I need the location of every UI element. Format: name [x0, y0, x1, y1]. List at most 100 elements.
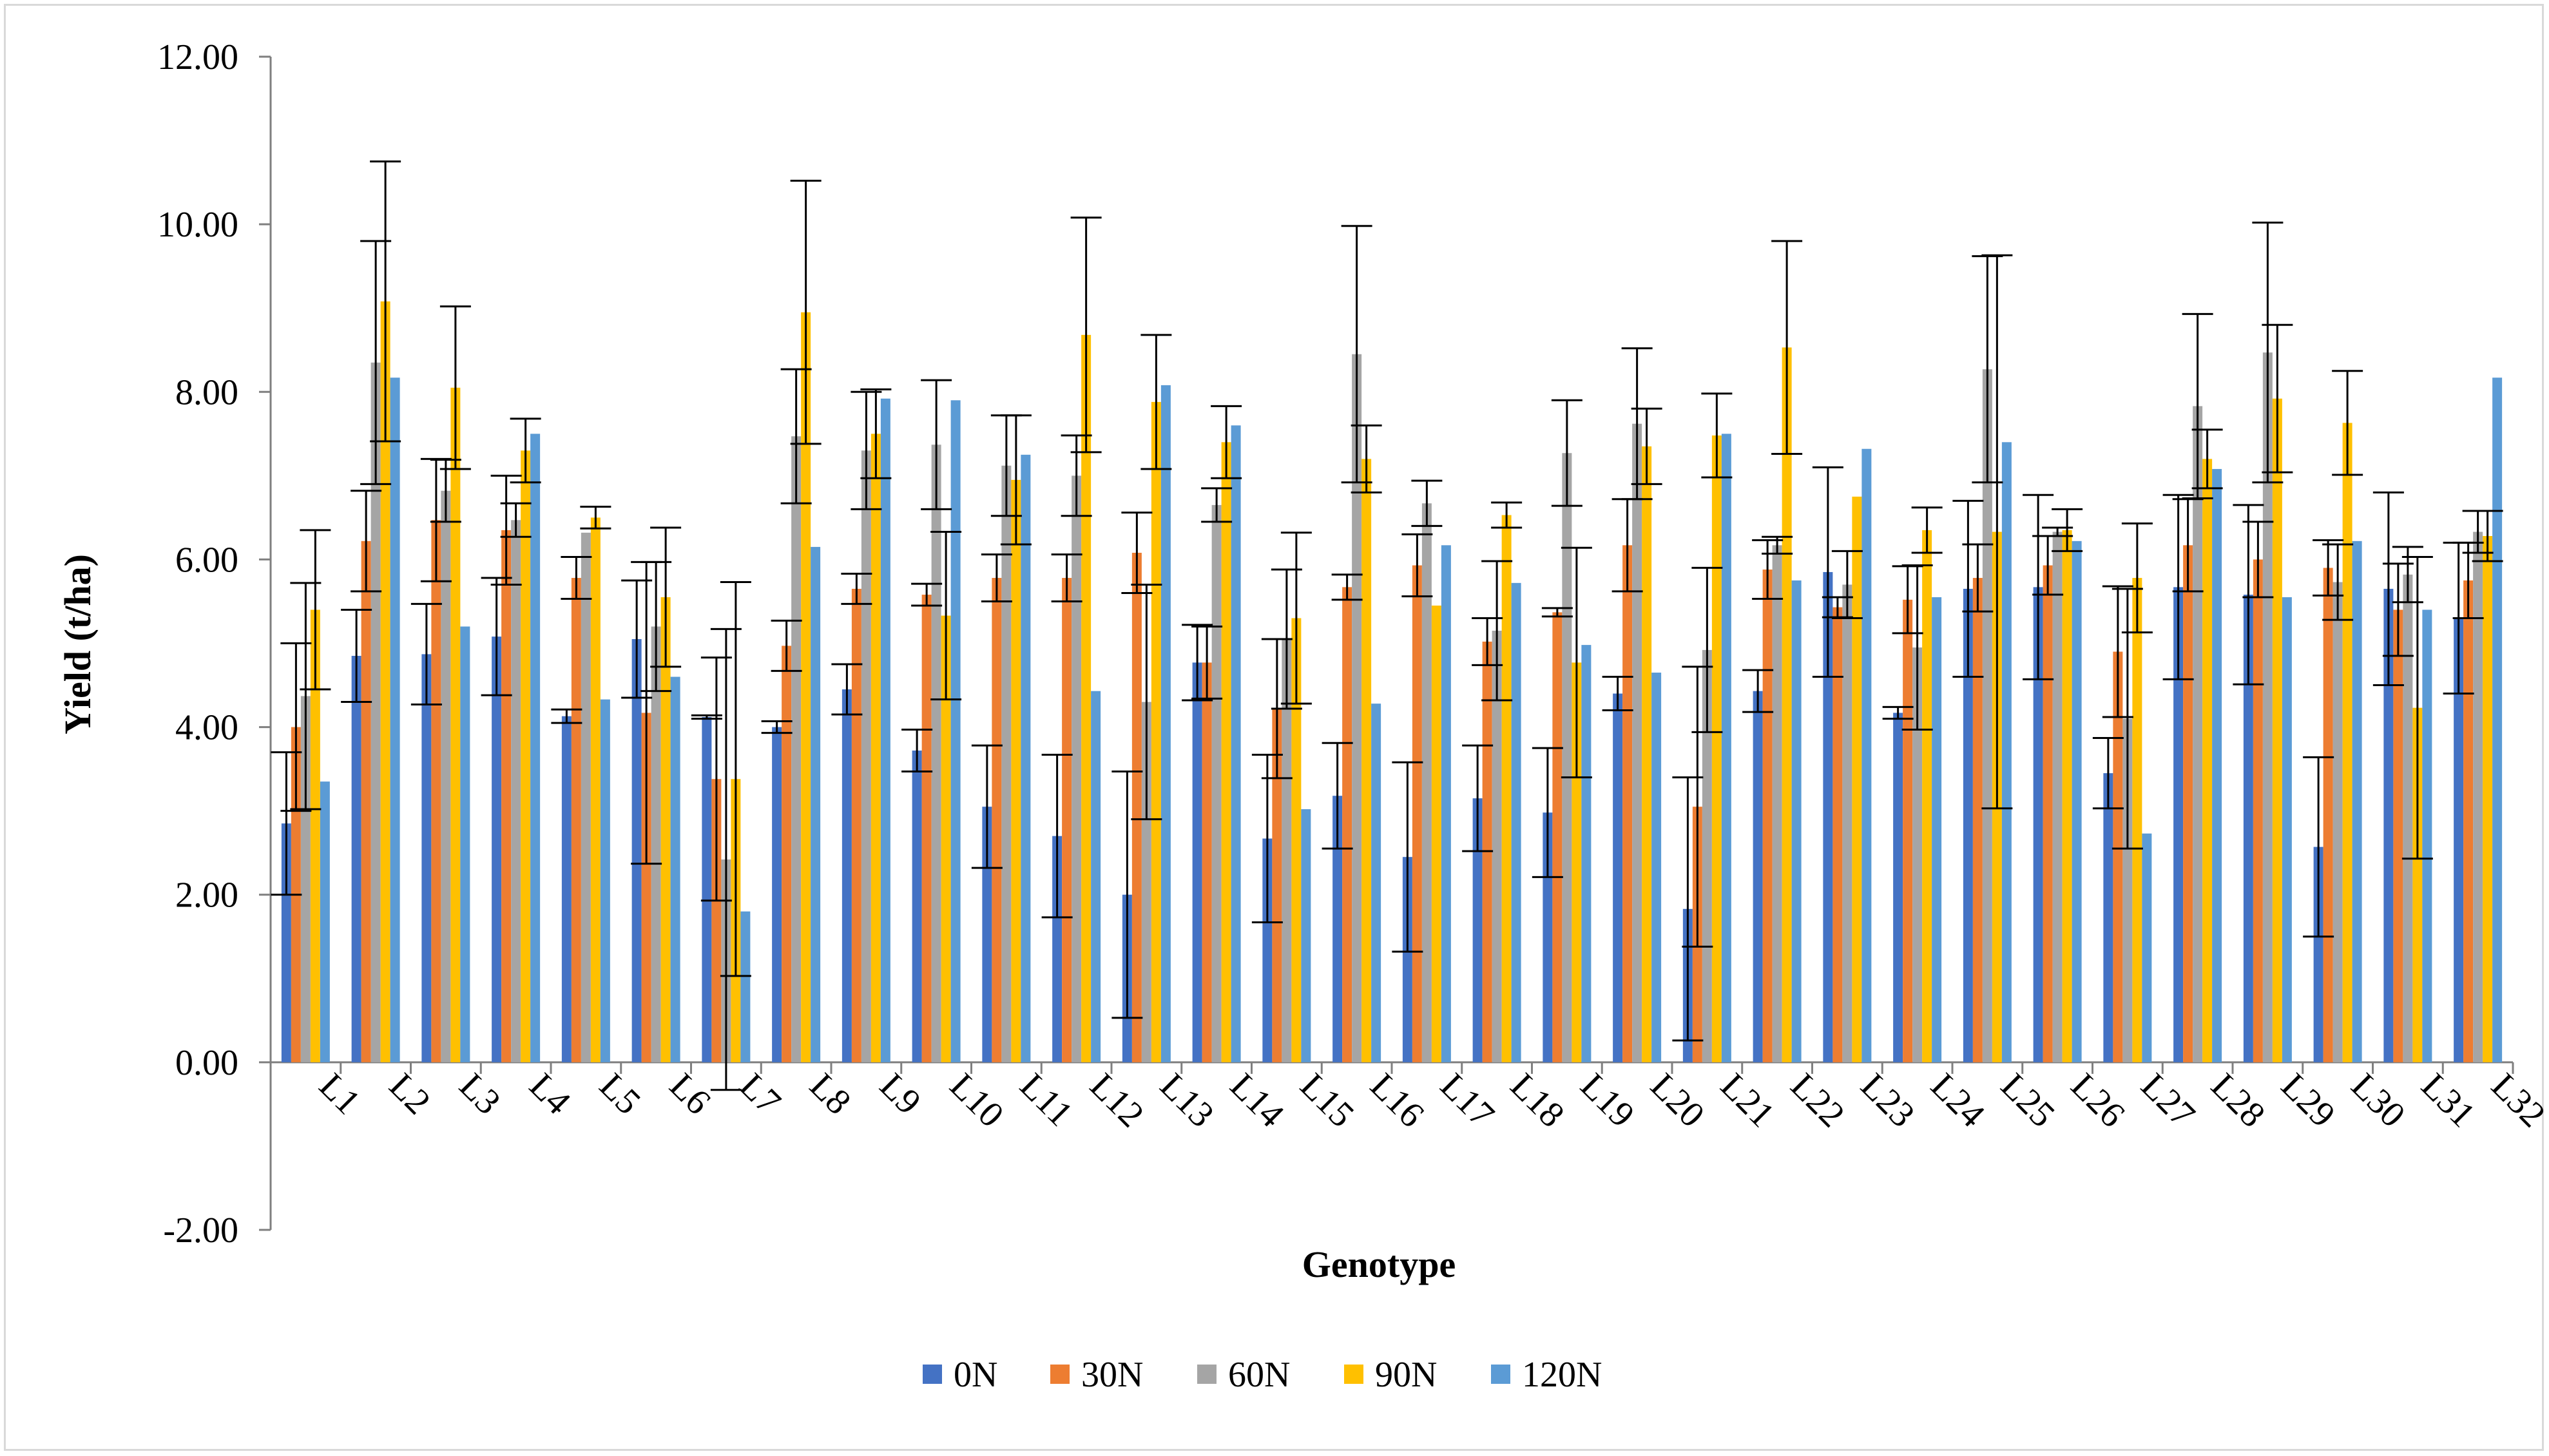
- bar-0N-L8: [772, 727, 782, 1062]
- bar-60N-L10: [931, 445, 941, 1062]
- legend-swatch-120N: [1491, 1365, 1510, 1384]
- bar-60N-L17: [1421, 503, 1432, 1062]
- bar-120N-L19: [1581, 645, 1592, 1062]
- bar-90N-L2: [380, 301, 390, 1062]
- bar-0N-L27: [2103, 773, 2113, 1062]
- bar-120N-L8: [811, 546, 821, 1062]
- bar-0N-L17: [1402, 857, 1412, 1062]
- bar-120N-L27: [2142, 833, 2152, 1062]
- x-tick-label: L12: [1082, 1066, 1151, 1135]
- bar-30N-L16: [1342, 587, 1352, 1062]
- bar-120N-L25: [2001, 442, 2012, 1062]
- legend-label-30N: 30N: [1081, 1355, 1143, 1395]
- bar-0N-L1: [281, 823, 291, 1062]
- bar-90N-L17: [1431, 605, 1441, 1062]
- bar-30N-L19: [1552, 612, 1563, 1062]
- bar-30N-L30: [2323, 568, 2333, 1062]
- bar-90N-L1: [310, 609, 320, 1062]
- bar-90N-L20: [1642, 446, 1652, 1062]
- bar-120N-L24: [1932, 597, 1942, 1062]
- x-tick-label: L27: [2133, 1066, 2203, 1135]
- bar-120N-L20: [1651, 673, 1662, 1062]
- bar-30N-L31: [2393, 609, 2403, 1062]
- bar-120N-L17: [1441, 545, 1451, 1062]
- bar-120N-L6: [670, 676, 680, 1062]
- bar-60N-L30: [2333, 582, 2343, 1062]
- bar-120N-L9: [880, 398, 890, 1062]
- x-tick-label: L11: [1012, 1066, 1081, 1134]
- bar-30N-L8: [782, 646, 792, 1062]
- bar-120N-L23: [1861, 448, 1872, 1062]
- bar-30N-L12: [1062, 578, 1072, 1062]
- bar-0N-L12: [1052, 836, 1063, 1062]
- x-tick-label: L4: [521, 1066, 578, 1122]
- bar-90N-L6: [660, 597, 671, 1062]
- bar-60N-L6: [651, 626, 661, 1062]
- bar-120N-L32: [2492, 378, 2503, 1062]
- x-tick-label: L31: [2414, 1066, 2483, 1135]
- x-tick-label: L23: [1853, 1066, 1923, 1135]
- bar-30N-L3: [431, 520, 441, 1062]
- legend-swatch-90N: [1344, 1365, 1363, 1384]
- bar-30N-L14: [1202, 662, 1212, 1062]
- bar-30N-L6: [641, 713, 651, 1062]
- x-tick-label: L29: [2273, 1066, 2343, 1135]
- bar-60N-L28: [2193, 406, 2203, 1062]
- x-tick-label: L8: [802, 1066, 858, 1122]
- x-tick-label: L32: [2483, 1066, 2549, 1135]
- x-tick-label: L26: [2063, 1066, 2133, 1135]
- bar-60N-L9: [861, 450, 871, 1062]
- bar-90N-L13: [1151, 401, 1161, 1062]
- bar-0N-L6: [631, 638, 642, 1062]
- bar-120N-L31: [2422, 609, 2432, 1062]
- bar-0N-L16: [1332, 796, 1343, 1062]
- bar-30N-L32: [2463, 580, 2474, 1062]
- y-tick-label: 12.00: [157, 37, 238, 77]
- bar-30N-L25: [1972, 578, 1983, 1062]
- bar-0N-L30: [2313, 847, 2323, 1062]
- bar-120N-L4: [530, 434, 541, 1062]
- bar-90N-L16: [1361, 459, 1372, 1062]
- bar-120N-L13: [1160, 385, 1171, 1062]
- bar-90N-L18: [1501, 515, 1512, 1062]
- bar-0N-L28: [2173, 587, 2184, 1062]
- x-tick-label: L7: [732, 1066, 789, 1122]
- bar-90N-L15: [1291, 618, 1302, 1062]
- bar-120N-L18: [1511, 582, 1521, 1062]
- bar-90N-L27: [2132, 578, 2142, 1062]
- bar-30N-L29: [2253, 559, 2263, 1062]
- legend-swatch-30N: [1050, 1365, 1070, 1384]
- bar-90N-L31: [2412, 707, 2423, 1062]
- bar-120N-L28: [2212, 468, 2222, 1062]
- bar-30N-L28: [2183, 545, 2193, 1062]
- bar-60N-L31: [2403, 574, 2413, 1062]
- bar-0N-L9: [842, 689, 852, 1062]
- bar-120N-L15: [1301, 809, 1311, 1062]
- bar-60N-L2: [370, 362, 381, 1062]
- bar-120N-L2: [390, 378, 400, 1062]
- legend-swatch-0N: [923, 1365, 942, 1384]
- bar-60N-L24: [1912, 647, 1923, 1062]
- bar-90N-L23: [1852, 496, 1862, 1062]
- y-axis-title: Yield (t/ha): [57, 554, 99, 734]
- bar-60N-L26: [2052, 532, 2063, 1062]
- bar-60N-L27: [2122, 718, 2133, 1062]
- bar-120N-L3: [460, 626, 470, 1062]
- bar-120N-L21: [1721, 434, 1731, 1062]
- x-tick-label: L30: [2343, 1066, 2413, 1135]
- legend: 0N 30N 60N 90N 120N: [923, 1355, 1602, 1395]
- bar-30N-L17: [1412, 565, 1422, 1062]
- bar-0N-L18: [1472, 798, 1483, 1062]
- bar-0N-L15: [1262, 838, 1273, 1062]
- bar-90N-L5: [590, 517, 601, 1062]
- bar-0N-L5: [561, 716, 572, 1062]
- bar-120N-L29: [2282, 597, 2292, 1062]
- bar-120N-L22: [1791, 580, 1802, 1062]
- legend-label-90N: 90N: [1375, 1355, 1437, 1395]
- x-tick-label: L6: [662, 1066, 718, 1122]
- bar-120N-L11: [1021, 454, 1031, 1062]
- bar-90N-L14: [1221, 442, 1231, 1062]
- bars: [281, 301, 2503, 1062]
- bar-60N-L15: [1282, 638, 1292, 1062]
